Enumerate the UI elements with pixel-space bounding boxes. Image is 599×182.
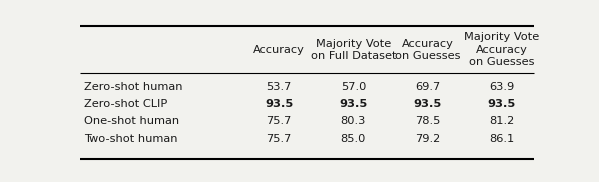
Text: 93.5: 93.5 [413, 99, 442, 109]
Text: Majority Vote
on Full Dataset: Majority Vote on Full Dataset [311, 39, 396, 61]
Text: 53.7: 53.7 [267, 82, 292, 92]
Text: 86.1: 86.1 [489, 134, 515, 144]
Text: 75.7: 75.7 [267, 116, 292, 126]
Text: 78.5: 78.5 [415, 116, 440, 126]
Text: 85.0: 85.0 [341, 134, 366, 144]
Text: 63.9: 63.9 [489, 82, 515, 92]
Text: 81.2: 81.2 [489, 116, 515, 126]
Text: 93.5: 93.5 [339, 99, 368, 109]
Text: 79.2: 79.2 [415, 134, 440, 144]
Text: 93.5: 93.5 [488, 99, 516, 109]
Text: 75.7: 75.7 [267, 134, 292, 144]
Text: Majority Vote
Accuracy
on Guesses: Majority Vote Accuracy on Guesses [464, 32, 540, 67]
Text: Zero-shot CLIP: Zero-shot CLIP [84, 99, 167, 109]
Text: 69.7: 69.7 [415, 82, 440, 92]
Text: 93.5: 93.5 [265, 99, 294, 109]
Text: Accuracy
on Guesses: Accuracy on Guesses [395, 39, 461, 61]
Text: Two-shot human: Two-shot human [84, 134, 178, 144]
Text: Accuracy: Accuracy [253, 45, 305, 55]
Text: Zero-shot human: Zero-shot human [84, 82, 183, 92]
Text: One-shot human: One-shot human [84, 116, 179, 126]
Text: 57.0: 57.0 [341, 82, 366, 92]
Text: 80.3: 80.3 [341, 116, 366, 126]
